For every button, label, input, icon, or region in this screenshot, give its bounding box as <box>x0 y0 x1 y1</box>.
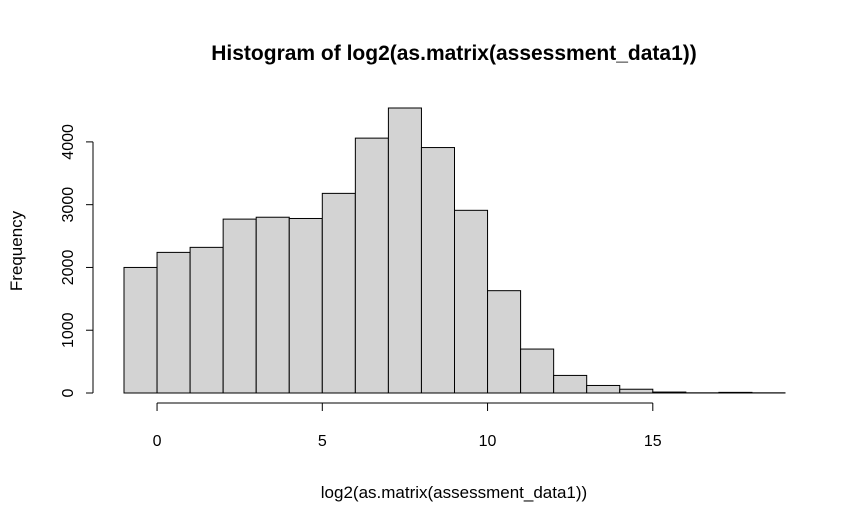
histogram-bar-6 <box>321 192 356 394</box>
x-tick-label: 10 <box>479 433 497 450</box>
histogram-bar-11 <box>487 290 522 394</box>
x-tick-label: 0 <box>153 433 162 450</box>
histogram-bar-10 <box>454 209 489 394</box>
histogram-bar-8 <box>387 107 422 394</box>
histogram-bar-13 <box>553 374 588 394</box>
y-tick-label: 3000 <box>60 187 77 223</box>
x-axis-label: log2(as.matrix(assessment_data1)) <box>321 483 587 502</box>
histogram-bar-12 <box>520 348 555 394</box>
histogram-bar-7 <box>354 137 389 394</box>
histogram-bar-3 <box>222 218 257 394</box>
histogram-bar-2 <box>189 246 224 394</box>
y-tick-label: 2000 <box>60 250 77 286</box>
y-tick-label: 4000 <box>60 124 77 160</box>
bars-group <box>123 107 786 394</box>
histogram-bar-14 <box>586 384 621 394</box>
histogram-bar-15 <box>619 388 654 394</box>
y-tick-label: 1000 <box>60 312 77 348</box>
histogram-bar-16 <box>652 391 687 394</box>
histogram-bar-0 <box>123 266 158 394</box>
histogram-bar-5 <box>288 217 323 394</box>
histogram-bar-18 <box>718 391 753 394</box>
histogram-bar-9 <box>420 147 456 394</box>
histogram-bar-1 <box>156 251 191 394</box>
y-axis: 0 1000 2000 3000 4000 <box>60 124 94 397</box>
y-tick-label: 0 <box>60 388 77 397</box>
histogram-bar-4 <box>255 216 290 394</box>
x-tick-label: 5 <box>318 433 327 450</box>
y-axis-label: Frequency <box>7 210 26 291</box>
x-tick-label: 15 <box>644 433 662 450</box>
x-axis: 0 5 10 15 <box>153 402 662 450</box>
chart-title: Histogram of log2(as.matrix(assessment_d… <box>211 42 697 65</box>
